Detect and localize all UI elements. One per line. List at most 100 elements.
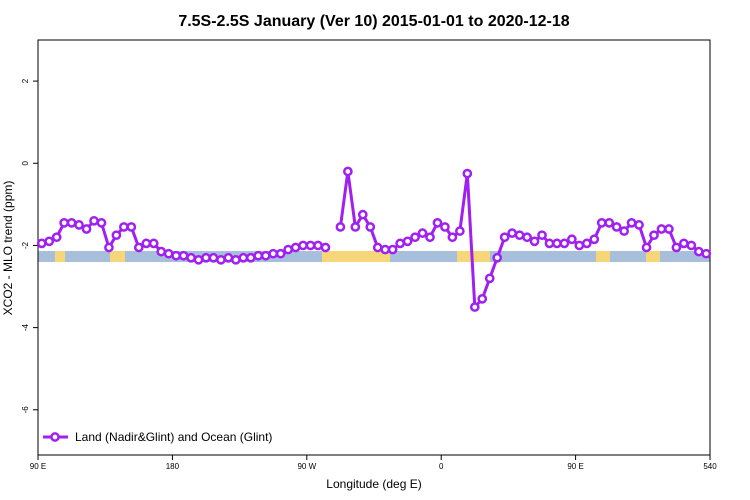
data-point (432, 217, 443, 228)
data-point (335, 222, 346, 232)
data-point (96, 217, 107, 228)
data-point (343, 166, 353, 177)
data-point (141, 238, 152, 249)
data-point (611, 222, 622, 232)
land-band (322, 251, 390, 262)
data-point (238, 252, 249, 263)
data-point (216, 254, 226, 265)
data-point (529, 236, 540, 247)
data-point (455, 226, 465, 236)
land-band (596, 251, 610, 262)
data-point (193, 254, 204, 265)
data-point (372, 242, 383, 253)
data-point (559, 238, 570, 249)
data-point (111, 230, 122, 241)
data-point (36, 238, 47, 249)
data-point (104, 242, 114, 253)
y-tick-label: -4 (21, 324, 30, 332)
data-point (126, 222, 137, 232)
surface-band (38, 251, 710, 262)
data-point (178, 250, 189, 261)
data-point (552, 238, 562, 249)
y-axis-label: XCO2 - MLO trend (ppm) (1, 181, 15, 316)
data-point (186, 252, 196, 263)
data-point (484, 273, 495, 284)
data-point (51, 232, 62, 243)
data-point (693, 246, 704, 257)
y-tick-label: -2 (21, 241, 30, 249)
data-point (440, 222, 450, 232)
data-point (469, 302, 480, 312)
x-tick-label: 90 E (30, 462, 46, 471)
data-point (641, 242, 652, 253)
data-point (163, 248, 174, 259)
data-point (634, 220, 644, 230)
data-point (604, 217, 615, 228)
data-point (119, 222, 129, 232)
data-point (417, 228, 428, 238)
data-point (499, 232, 510, 243)
data-point (380, 244, 391, 255)
data-point (298, 240, 308, 251)
x-axis-label: Longitude (deg E) (326, 477, 421, 491)
data-point (686, 240, 697, 251)
data-point (81, 224, 92, 234)
data-point (410, 232, 420, 243)
data-point (66, 217, 77, 228)
data-point (626, 217, 637, 228)
y-tick-label: 0 (21, 160, 30, 165)
data-point (245, 252, 256, 263)
data-point (492, 252, 503, 263)
data-point (567, 234, 577, 245)
data-point (387, 244, 398, 255)
x-tick-label: 90 W (297, 462, 316, 471)
data-point (223, 252, 234, 263)
data-point (148, 238, 159, 249)
land-band (110, 251, 125, 262)
legend-label: Land (Nadir&Glint) and Ocean (Glint) (75, 430, 272, 444)
x-tick-label: 180 (166, 462, 180, 471)
data-point (477, 294, 488, 304)
data-point (462, 168, 473, 179)
data-point (365, 222, 376, 232)
series-line (41, 171, 707, 311)
data-point (320, 242, 331, 253)
plot-frame (37, 39, 711, 456)
data-point (59, 217, 69, 228)
data-point (171, 250, 181, 261)
data-point (537, 230, 547, 241)
data-point (649, 230, 659, 241)
y-tick-label: -6 (21, 406, 30, 414)
data-point (208, 252, 219, 263)
data-point (357, 209, 368, 220)
data-point (305, 240, 316, 251)
data-point (581, 238, 592, 249)
data-point (656, 224, 667, 234)
data-point (619, 226, 629, 236)
chart-title: 7.5S-2.5S January (Ver 10) 2015-01-01 to… (178, 13, 569, 30)
data-point (596, 217, 607, 228)
data-point (290, 242, 301, 253)
data-point (507, 228, 517, 238)
data-point (514, 230, 525, 241)
data-point (402, 236, 413, 247)
data-point (701, 248, 712, 259)
x-tick-label: 90 E (567, 462, 583, 471)
data-point (44, 236, 55, 247)
data-point (664, 224, 674, 234)
data-point (350, 222, 361, 232)
data-point (313, 240, 323, 251)
data-point (544, 238, 555, 249)
land-band (55, 251, 65, 262)
data-point (395, 238, 405, 249)
data-point (201, 252, 211, 263)
land-band (457, 251, 490, 262)
x-tick-label: 0 (439, 462, 444, 471)
data-point (522, 232, 532, 243)
data-point (253, 250, 264, 261)
data-point (89, 215, 99, 226)
data-point (679, 238, 689, 249)
data-point (574, 240, 585, 251)
data-point (74, 220, 84, 230)
